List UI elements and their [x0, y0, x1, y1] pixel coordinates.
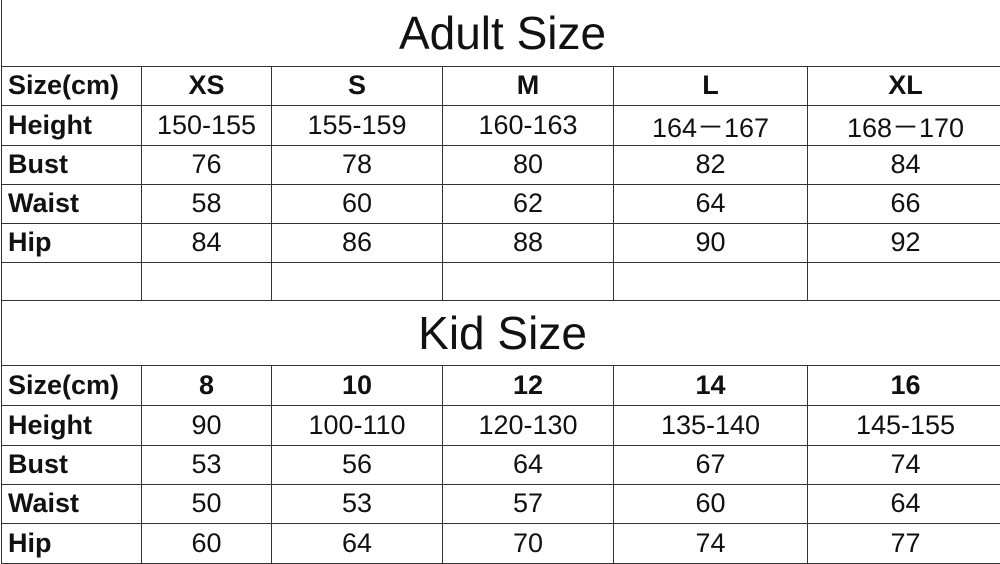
size-cell: 80	[443, 145, 614, 184]
size-cell: 160-163	[443, 105, 614, 145]
empty-cell	[2, 262, 142, 300]
size-cell: 53	[272, 484, 443, 523]
size-cell: 16	[808, 365, 1000, 405]
size-cell: 150-155	[142, 105, 272, 145]
size-cell: S	[272, 66, 443, 105]
size-cell: 120-130	[443, 405, 614, 445]
size-cell: 50	[142, 484, 272, 523]
size-cell: 64	[443, 445, 614, 484]
row-label: Waist	[2, 184, 142, 223]
size-cell: 90	[614, 223, 808, 262]
size-cell: 77	[808, 523, 1000, 563]
size-cell: XS	[142, 66, 272, 105]
kid-size-title: Kid Size	[2, 301, 1000, 365]
size-cell: 76	[142, 145, 272, 184]
size-cell: 56	[272, 445, 443, 484]
size-cell: 88	[443, 223, 614, 262]
row-label: Bust	[2, 145, 142, 184]
size-cell: 168－170	[808, 105, 1000, 145]
size-cell: 60	[614, 484, 808, 523]
size-cell: 78	[272, 145, 443, 184]
row-label: Hip	[2, 523, 142, 563]
size-cell: 86	[272, 223, 443, 262]
size-cell: 155-159	[272, 105, 443, 145]
size-cell: 74	[808, 445, 1000, 484]
size-cell: 66	[808, 184, 1000, 223]
size-cell: 60	[142, 523, 272, 563]
empty-row	[2, 262, 1000, 300]
row-label: Hip	[2, 223, 142, 262]
row-label: Bust	[2, 445, 142, 484]
size-cell: 67	[614, 445, 808, 484]
adult-size-title: Adult Size	[2, 0, 1000, 66]
row-label: Height	[2, 105, 142, 145]
size-cell: 64	[272, 523, 443, 563]
size-cell: 12	[443, 365, 614, 405]
row-label: Size(cm)	[2, 66, 142, 105]
size-cell: 62	[443, 184, 614, 223]
size-cell: L	[614, 66, 808, 105]
size-cell: 10	[272, 365, 443, 405]
size-cell: 164－167	[614, 105, 808, 145]
size-cell: 135-140	[614, 405, 808, 445]
size-cell: 60	[272, 184, 443, 223]
size-cell: 58	[142, 184, 272, 223]
empty-cell	[808, 262, 1000, 300]
empty-cell	[272, 262, 443, 300]
size-cell: 14	[614, 365, 808, 405]
size-cell: 100-110	[272, 405, 443, 445]
empty-cell	[443, 262, 614, 300]
size-cell: 64	[808, 484, 1000, 523]
size-cell: 57	[443, 484, 614, 523]
size-cell: 74	[614, 523, 808, 563]
row-label: Height	[2, 405, 142, 445]
size-cell: 70	[443, 523, 614, 563]
size-cell: 145-155	[808, 405, 1000, 445]
size-cell: 84	[142, 223, 272, 262]
size-cell: 53	[142, 445, 272, 484]
empty-cell	[614, 262, 808, 300]
size-cell: 8	[142, 365, 272, 405]
size-cell: 84	[808, 145, 1000, 184]
size-cell: 64	[614, 184, 808, 223]
size-cell: 90	[142, 405, 272, 445]
row-label: Size(cm)	[2, 365, 142, 405]
size-cell: 82	[614, 145, 808, 184]
size-cell: M	[443, 66, 614, 105]
size-cell: XL	[808, 66, 1000, 105]
empty-cell	[142, 262, 272, 300]
size-cell: 92	[808, 223, 1000, 262]
row-label: Waist	[2, 484, 142, 523]
